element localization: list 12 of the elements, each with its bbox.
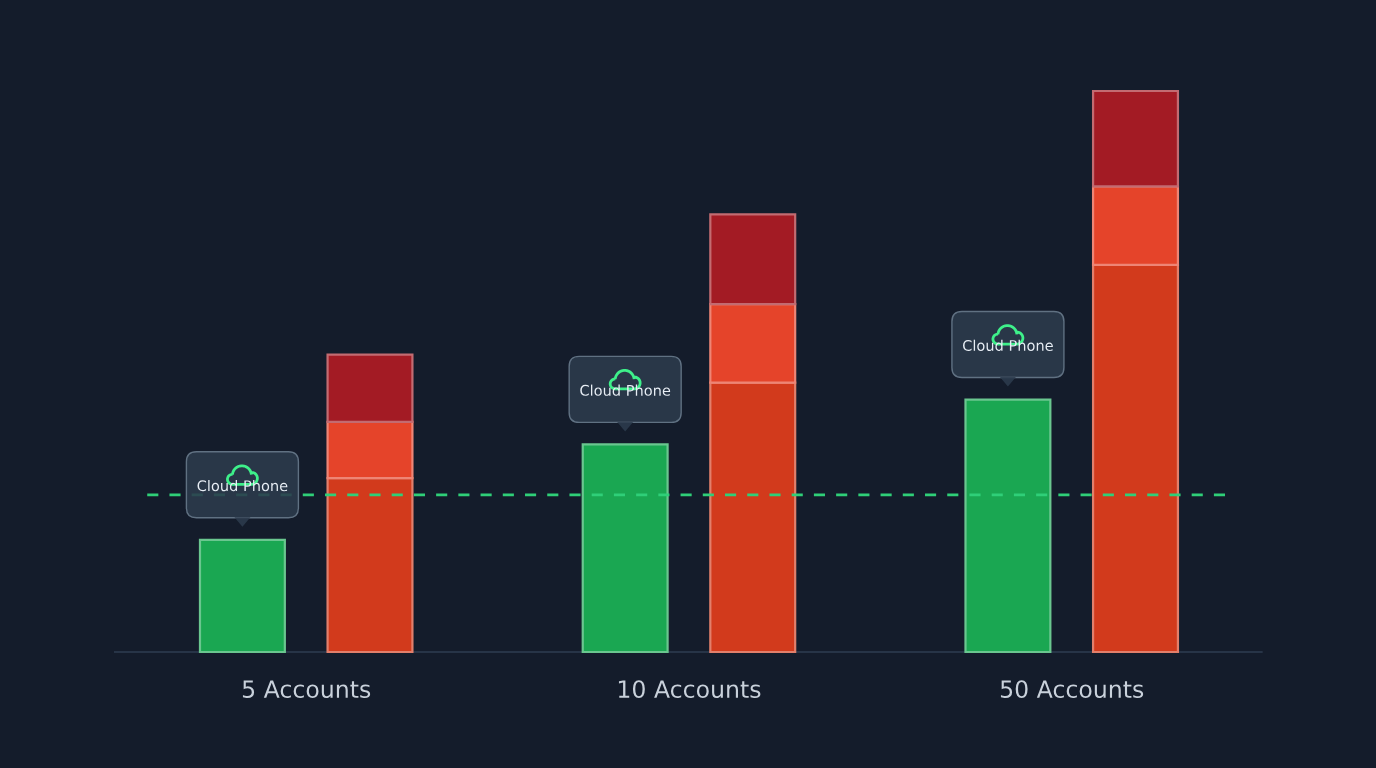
- x-tick-label: 5 Accounts: [242, 680, 371, 699]
- text: Cloud Phone: [197, 479, 288, 492]
- bar: [709, 213, 797, 306]
- bar: [198, 538, 286, 654]
- bar: [964, 398, 1052, 654]
- text: Cloud Phone: [963, 339, 1053, 351]
- bar: [326, 353, 414, 424]
- bar: [1091, 89, 1180, 188]
- x-tick-label: 50 Accounts: [1000, 680, 1144, 699]
- text: Cloud Phone: [580, 384, 671, 396]
- x-tick-label: 10 Accounts: [618, 680, 761, 699]
- bar: [581, 443, 669, 654]
